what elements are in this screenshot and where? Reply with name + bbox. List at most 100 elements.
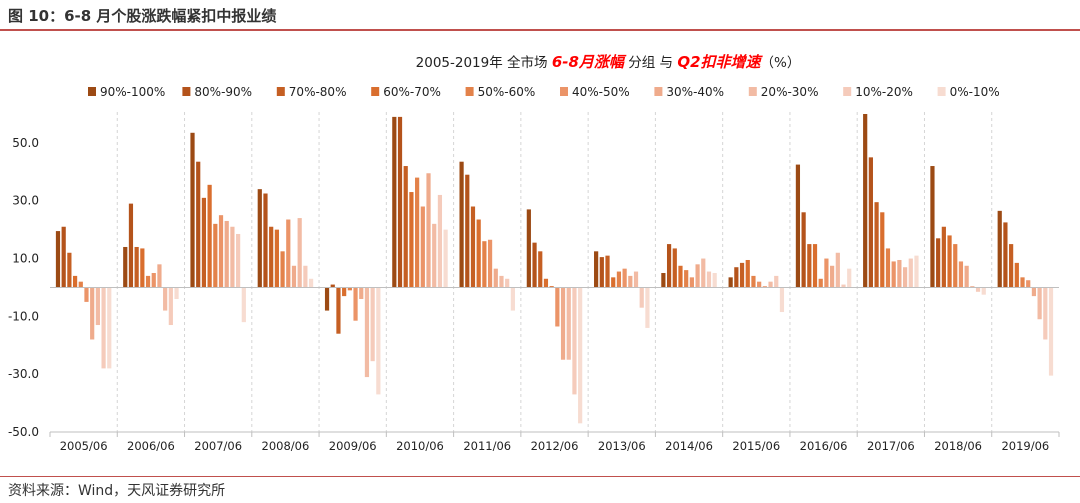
bar — [745, 259, 750, 288]
bar — [975, 287, 981, 292]
x-tick-label: 2015/06 — [732, 439, 780, 453]
bar — [818, 278, 823, 288]
bar — [213, 223, 218, 288]
bar — [236, 233, 241, 288]
chart-title-accent-2: Q2扣非增速 — [677, 53, 763, 71]
bar — [1048, 287, 1054, 376]
chart-title-part: 2005-2019年 全市场 — [416, 54, 552, 71]
y-tick-label: -30.0 — [8, 367, 39, 381]
bar — [611, 277, 616, 288]
bar — [347, 287, 352, 291]
bar — [140, 248, 145, 288]
bar — [532, 242, 537, 288]
x-tick-label: 2017/06 — [867, 439, 915, 453]
bar — [78, 281, 83, 288]
bar — [168, 287, 173, 326]
bar — [134, 246, 139, 288]
x-tick-label: 2012/06 — [531, 439, 579, 453]
bar — [594, 251, 599, 288]
bar — [67, 252, 72, 288]
bar — [628, 275, 633, 288]
bar — [622, 268, 627, 288]
bar — [549, 286, 554, 288]
bar — [616, 271, 622, 288]
bar — [578, 287, 583, 424]
bar — [107, 287, 112, 369]
bar — [930, 166, 935, 288]
legend-swatch — [748, 87, 757, 96]
bar — [505, 278, 510, 288]
bar — [891, 261, 896, 288]
bar — [666, 244, 672, 288]
legend-swatch — [182, 87, 191, 96]
legend-label: 50%-60% — [478, 85, 536, 99]
chart-title-part: （%） — [761, 55, 801, 71]
bar — [397, 116, 403, 288]
bar — [964, 265, 969, 288]
bar — [695, 264, 700, 288]
bars — [55, 114, 1054, 424]
bar — [151, 273, 156, 288]
bar — [61, 226, 66, 288]
x-tick-label: 2006/06 — [127, 439, 175, 453]
bar — [342, 287, 347, 297]
x-tick-label: 2008/06 — [262, 439, 310, 453]
x-tick-label: 2018/06 — [934, 439, 982, 453]
bar — [560, 287, 566, 360]
bar — [751, 275, 756, 288]
bar — [128, 203, 134, 288]
bar — [958, 261, 964, 288]
x-tick-label: 2005/06 — [60, 439, 108, 453]
bar — [84, 287, 89, 302]
bar — [487, 239, 493, 288]
bar — [678, 265, 683, 288]
bar — [359, 287, 364, 300]
x-tick-label: 2019/06 — [1001, 439, 1049, 453]
bar — [201, 197, 207, 288]
bar — [835, 252, 840, 288]
bar — [812, 244, 818, 288]
bar — [370, 287, 375, 362]
figure-title: 图 10：6-8 月个股涨跌幅紧扣中报业绩 — [8, 7, 277, 25]
bar — [432, 223, 437, 288]
bar — [874, 202, 879, 288]
bar — [336, 287, 341, 334]
legend-label: 30%-40% — [666, 85, 724, 99]
bar — [493, 268, 498, 288]
bar — [207, 184, 212, 288]
y-axis: 50.0 30.0 10.0 -10.0 -30.0 -50.0 — [8, 136, 1059, 439]
bar — [257, 189, 262, 288]
bar — [605, 255, 610, 288]
y-tick-label: 30.0 — [12, 194, 39, 208]
x-tick-label: 2009/06 — [329, 439, 377, 453]
y-tick-label: -50.0 — [8, 425, 39, 439]
bar — [174, 287, 179, 300]
bar — [286, 219, 291, 288]
bar-chart: 2005-2019年 全市场 6-8月涨幅 分组 与 Q2扣非增速（%） 90%… — [8, 53, 1060, 453]
bar — [543, 278, 549, 288]
bar — [1037, 287, 1042, 320]
bar — [145, 275, 151, 288]
legend-swatch — [465, 87, 474, 96]
bar — [779, 287, 785, 313]
legend-label: 80%-90% — [194, 85, 252, 99]
bar — [1003, 222, 1008, 288]
legend-label: 60%-70% — [383, 85, 441, 99]
bar — [353, 287, 358, 321]
chart-title-part: 分组 与 — [624, 55, 677, 71]
bar — [470, 206, 476, 288]
bar — [914, 255, 919, 288]
bar — [218, 215, 224, 288]
bar — [953, 244, 958, 288]
chart-title: 2005-2019年 全市场 6-8月涨幅 分组 与 Q2扣非增速（%） — [416, 53, 801, 71]
bar — [706, 271, 712, 288]
bar — [885, 248, 891, 288]
bar — [163, 287, 168, 311]
bar — [459, 161, 464, 288]
bar — [269, 226, 274, 288]
bar — [639, 287, 644, 308]
bar — [712, 273, 717, 288]
bar — [157, 264, 162, 288]
legend-label: 10%-20% — [855, 85, 913, 99]
bar — [1043, 287, 1048, 340]
